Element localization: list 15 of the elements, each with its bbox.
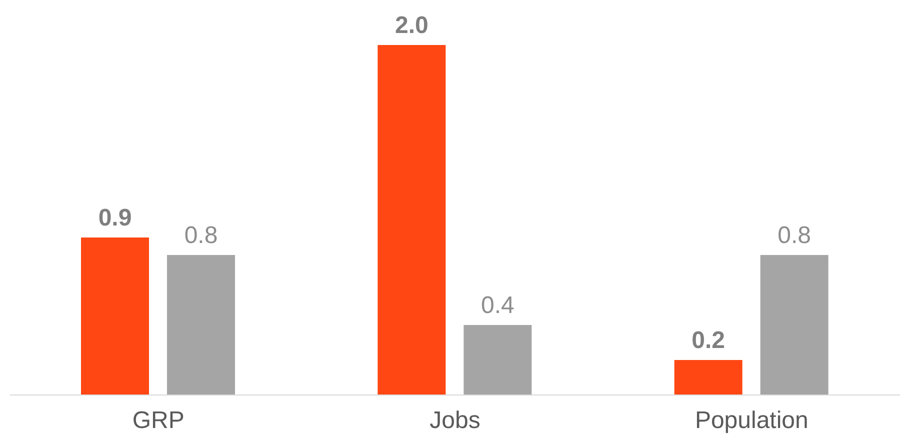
data-label: 0.2 [692, 327, 726, 354]
data-label: 0.8 [184, 222, 218, 249]
x-tick-label: Population [694, 407, 808, 434]
data-label: 0.8 [778, 222, 812, 249]
bar [378, 45, 446, 395]
x-tick-label: GRP [132, 407, 184, 434]
bar [674, 360, 742, 395]
bar [167, 255, 235, 395]
data-label: 2.0 [394, 12, 428, 39]
bar [81, 238, 149, 395]
bar [464, 325, 532, 395]
x-tick-label: Jobs [430, 407, 480, 434]
data-label: 0.4 [480, 292, 514, 319]
data-label: 0.9 [98, 204, 132, 232]
bar [760, 255, 828, 395]
